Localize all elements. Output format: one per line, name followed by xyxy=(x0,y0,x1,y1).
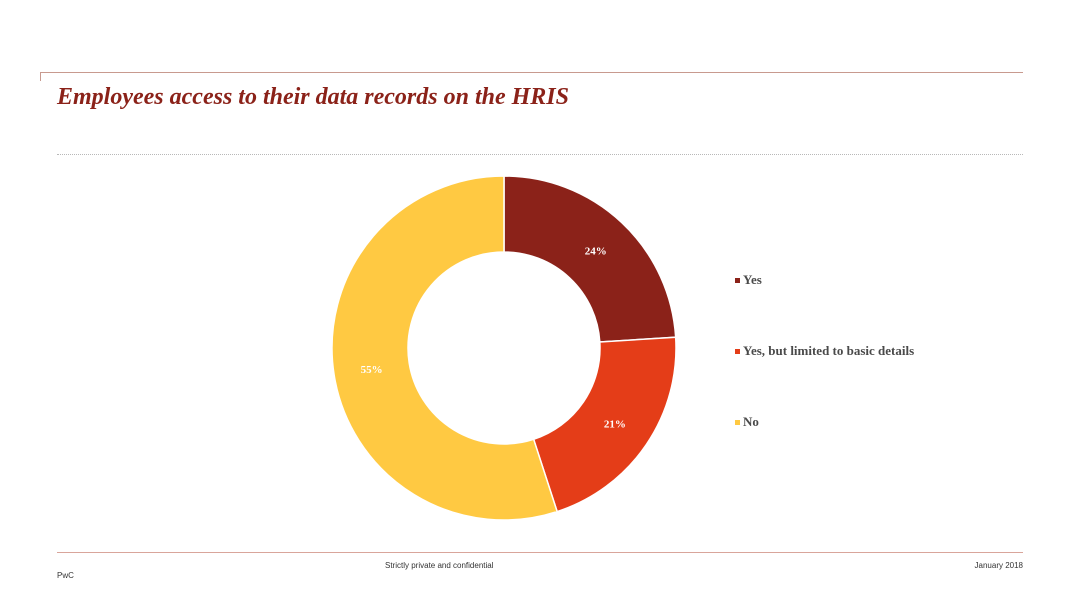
footer-date: January 2018 xyxy=(974,561,1023,570)
legend-label-yes-limited: Yes, but limited to basic details xyxy=(743,343,915,358)
title-divider xyxy=(57,154,1023,155)
legend-label-no: No xyxy=(743,414,759,429)
legend-swatch-yes xyxy=(735,277,740,283)
legend-swatch-no xyxy=(735,419,740,425)
slice-yes-limited-label: 21% xyxy=(604,418,626,430)
legend-item-yes: Yes xyxy=(735,272,914,343)
slide-title: Employees access to their data records o… xyxy=(57,84,569,110)
slice-yes-label: 24% xyxy=(585,245,607,257)
slice-yes xyxy=(503,175,677,343)
slice-no xyxy=(331,175,559,521)
top-rule-tick xyxy=(40,72,41,81)
legend-item-no: No xyxy=(735,414,914,485)
legend-swatch-yes-limited xyxy=(735,348,740,354)
slice-yes-limited xyxy=(532,336,677,513)
footer-company: PwC xyxy=(57,571,74,580)
footer-confidential: Strictly private and confidential xyxy=(385,561,494,570)
footer-rule xyxy=(57,552,1023,553)
top-rule xyxy=(40,72,1023,73)
legend-item-yes-limited: Yes, but limited to basic details xyxy=(735,343,914,414)
chart-legend: Yes Yes, but limited to basic details No xyxy=(735,272,914,485)
legend-label-yes: Yes xyxy=(743,272,762,287)
slice-no-label: 55% xyxy=(361,364,383,376)
